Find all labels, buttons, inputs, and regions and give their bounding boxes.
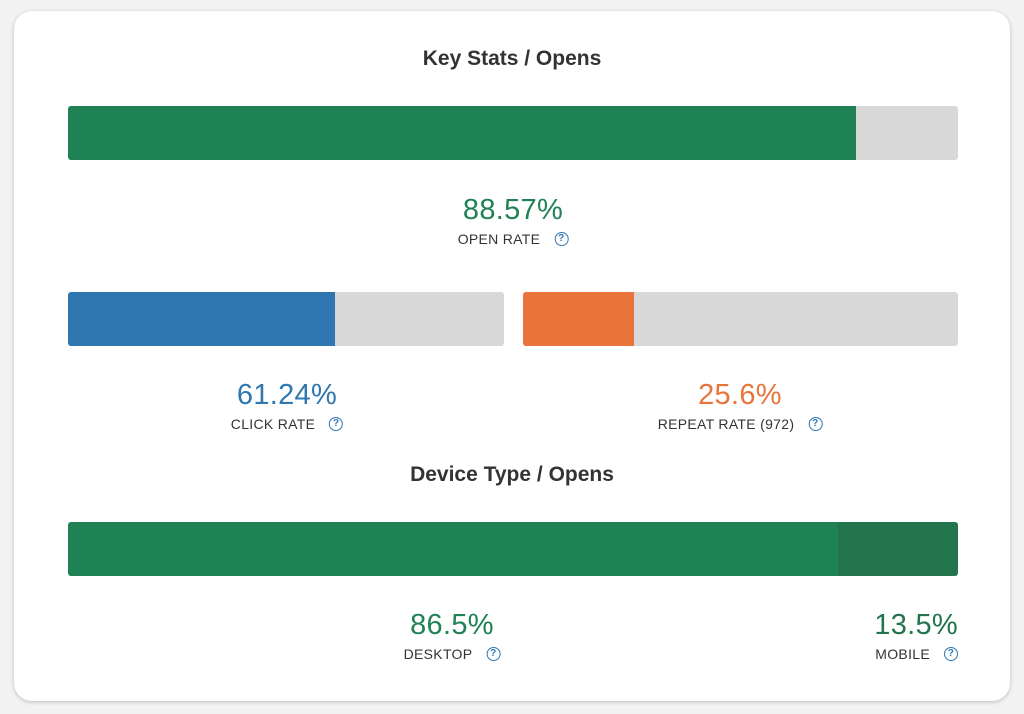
mobile-value: 13.5% (874, 609, 958, 641)
click-rate-bar-fill (68, 292, 335, 346)
click-rate-stat: 61.24% CLICK RATE ? (230, 378, 344, 434)
stats-card: Key Stats / Opens 88.57% OPEN RATE ? 61.… (14, 11, 1010, 701)
click-rate-help-icon[interactable]: ? (329, 417, 344, 431)
open-rate-help-icon[interactable]: ? (554, 232, 569, 246)
desktop-bar-segment (68, 522, 838, 576)
open-rate-stat: 88.57% OPEN RATE ? (458, 193, 569, 249)
desktop-stat: 86.5% DESKTOP ? (404, 608, 501, 664)
mobile-stat: 13.5% MOBILE ? (874, 608, 958, 664)
click-rate-bar (68, 292, 504, 346)
desktop-value: 86.5% (410, 609, 494, 641)
device-type-bar (68, 522, 958, 576)
mobile-bar-segment (837, 522, 958, 576)
repeat-rate-help-icon[interactable]: ? (808, 417, 823, 431)
mobile-help-icon[interactable]: ? (944, 647, 958, 661)
repeat-rate-value: 25.6% (698, 379, 782, 411)
repeat-rate-label: REPEAT RATE (972) (657, 416, 795, 432)
repeat-rate-bar-fill (523, 292, 635, 346)
open-rate-bar (68, 106, 958, 160)
repeat-rate-bar (523, 292, 958, 346)
repeat-rate-stat: 25.6% REPEAT RATE (972) ? (658, 378, 823, 434)
open-rate-bar-fill (68, 106, 857, 160)
desktop-label: DESKTOP (403, 646, 473, 662)
key-stats-title: Key Stats / Opens (422, 47, 602, 70)
mobile-label: MOBILE (875, 646, 930, 662)
desktop-help-icon[interactable]: ? (486, 647, 501, 661)
open-rate-value: 88.57% (462, 194, 564, 226)
click-rate-label: CLICK RATE (230, 416, 316, 432)
click-rate-value: 61.24% (236, 379, 338, 411)
device-type-title: Device Type / Opens (410, 463, 614, 486)
open-rate-label: OPEN RATE (457, 231, 541, 247)
